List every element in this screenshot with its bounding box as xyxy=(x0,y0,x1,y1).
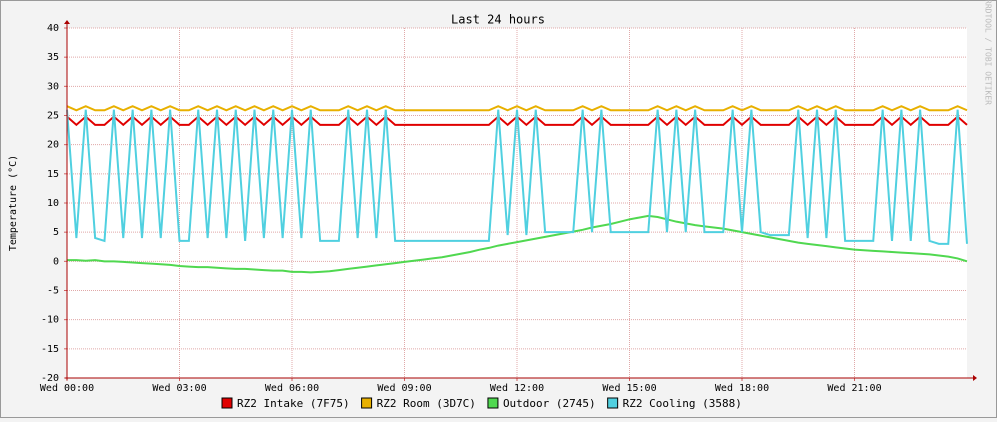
x-tick-label: Wed 00:00 xyxy=(40,383,94,394)
y-tick-label: 25 xyxy=(47,111,59,122)
watermark: RRDTOOL / TOBI OETIKER xyxy=(984,0,993,105)
x-tick-label: Wed 03:00 xyxy=(152,383,206,394)
y-tick-label: 0 xyxy=(53,256,59,267)
x-tick-label: Wed 09:00 xyxy=(377,383,431,394)
x-tick-label: Wed 06:00 xyxy=(265,383,319,394)
legend-swatch xyxy=(361,397,373,409)
series-line xyxy=(66,105,968,112)
y-axis-label: Temperature (°C) xyxy=(8,155,19,251)
series-line xyxy=(67,214,968,274)
y-tick-label: 20 xyxy=(47,140,59,151)
legend-swatch xyxy=(221,397,233,409)
y-tick-label: -20 xyxy=(41,373,59,384)
x-tick-label: Wed 15:00 xyxy=(602,383,656,394)
y-tick-label: 5 xyxy=(53,227,59,238)
x-tick-label: Wed 12:00 xyxy=(490,383,544,394)
y-tick-label: 35 xyxy=(47,52,59,63)
series-line xyxy=(66,109,968,245)
x-arrow xyxy=(973,375,977,381)
y-arrow xyxy=(64,20,70,24)
legend-label: Outdoor (2745) xyxy=(503,397,596,410)
y-tick-label: 10 xyxy=(47,198,59,209)
legend-label: RZ2 Cooling (3588) xyxy=(623,397,742,410)
legend-label: RZ2 Room (3D7C) xyxy=(377,397,476,410)
legend-swatch xyxy=(487,397,499,409)
legend-swatch xyxy=(607,397,619,409)
y-tick-label: 40 xyxy=(47,23,59,34)
x-tick-label: Wed 18:00 xyxy=(715,383,769,394)
y-tick-label: 30 xyxy=(47,81,59,92)
y-tick-label: -15 xyxy=(41,344,59,355)
chart-title: Last 24 hours xyxy=(451,13,545,27)
y-tick-label: 15 xyxy=(47,169,59,180)
x-tick-label: Wed 21:00 xyxy=(827,383,881,394)
y-tick-label: -5 xyxy=(47,286,59,297)
legend-label: RZ2 Intake (7F75) xyxy=(237,397,350,410)
y-tick-label: -10 xyxy=(41,315,59,326)
